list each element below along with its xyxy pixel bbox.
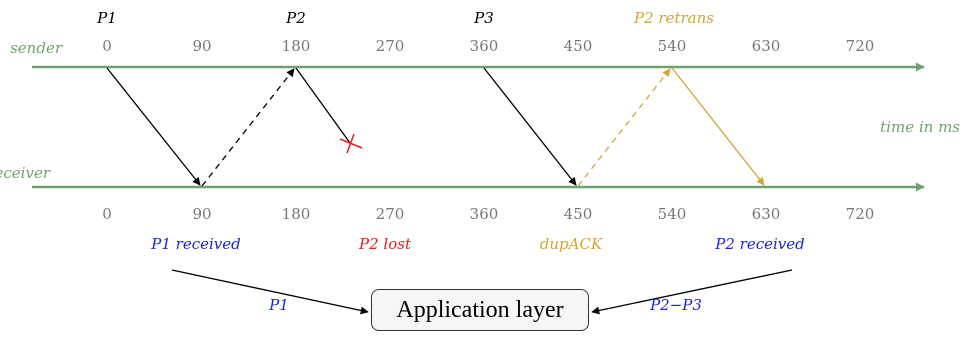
receiver-tick: 720 [846,205,875,223]
deliver-right-arrow [591,269,793,315]
sender-tick: 540 [658,37,687,55]
deliver-right-label: P2−P3 [649,296,702,314]
sender-tick: 360 [470,37,499,55]
application-layer-label: Application layer [396,296,564,323]
event-p1-received: P1 received [150,235,240,253]
p1-send-arrow [106,67,201,186]
sender-tick: 0 [102,37,112,55]
receiver-tick: 540 [658,205,687,223]
receiver-tick: 450 [564,205,593,223]
event-p2-lost: P2 lost [358,235,412,253]
p2-retrans-arrow [671,67,765,186]
deliver-left-label: P1 [268,296,289,314]
packet-label-p2: P2 [285,9,306,27]
p2-lost-arrow [295,67,351,144]
loss-cross-icon [339,133,363,154]
sender-tick: 720 [846,37,875,55]
sender-tick: 90 [192,37,211,55]
receiver-ticks: 0 90 180 270 360 450 540 630 720 [102,205,874,223]
receiver-tick: 90 [192,205,211,223]
receiver-tick: 0 [102,205,112,223]
receiver-label: receiver [0,164,51,182]
receiver-tick: 180 [282,205,311,223]
receiver-tick: 360 [470,205,499,223]
p3-send-arrow [483,67,577,186]
time-axis-label: time in ms [880,118,960,136]
sender-tick: 450 [564,37,593,55]
sender-tick: 180 [282,37,311,55]
packet-label-p2-retrans: P2 retrans [633,9,714,27]
packet-label-p1: P1 [96,9,117,27]
sender-label: sender [10,39,63,57]
application-layer-box: Application layer [371,289,589,331]
dupack-arrow [577,68,671,187]
event-p2-received: P2 received [714,235,804,253]
sender-tick: 270 [376,37,405,55]
event-dupack: dupACK [540,235,603,253]
sender-ticks: 0 90 180 270 360 450 540 630 720 [102,37,874,55]
ack-p1-arrow [201,68,295,187]
sender-tick: 630 [752,37,781,55]
receiver-tick: 630 [752,205,781,223]
deliver-left-arrow [171,269,369,315]
receiver-tick: 270 [376,205,405,223]
packet-label-p3: P3 [473,9,494,27]
